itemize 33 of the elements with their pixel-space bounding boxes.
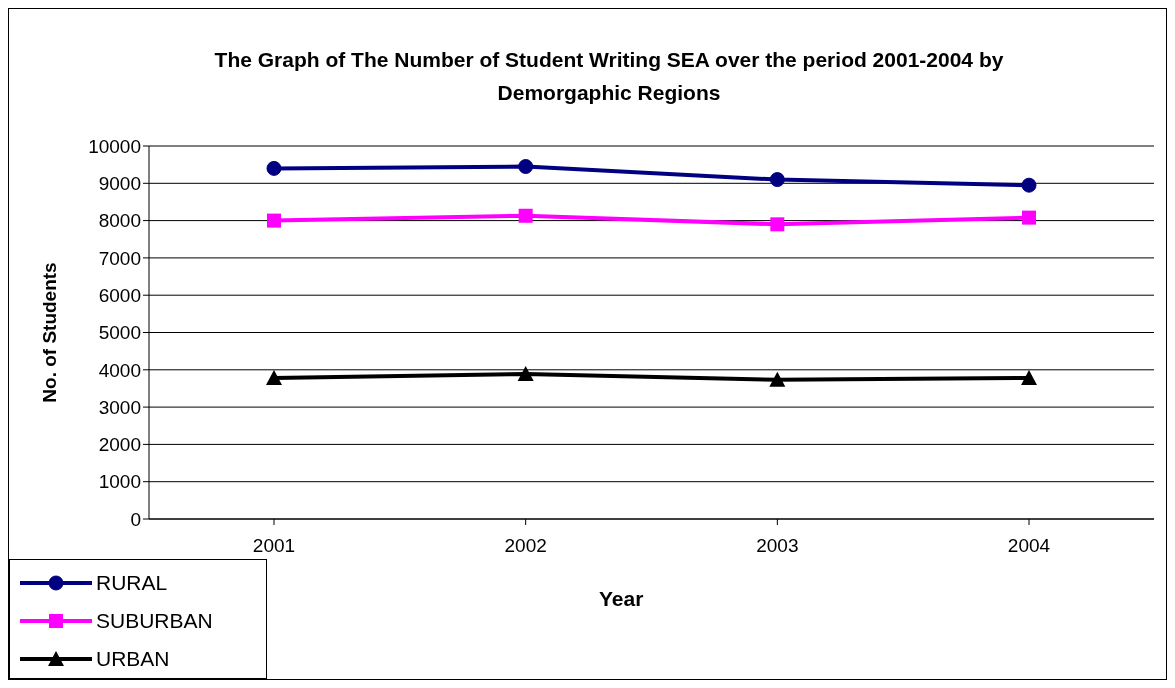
y-tick-label: 3000 xyxy=(98,396,141,418)
point xyxy=(770,217,785,232)
y-tick-label: 5000 xyxy=(98,322,141,344)
y-tick-label: 4000 xyxy=(98,359,141,381)
x-axis-title: Year xyxy=(599,587,644,611)
point xyxy=(266,370,282,386)
point xyxy=(518,208,533,223)
point xyxy=(267,213,281,228)
y-tick-label: 1000 xyxy=(98,471,141,493)
point xyxy=(769,172,785,188)
x-tick-label: 2004 xyxy=(1007,535,1051,557)
point xyxy=(1022,210,1036,225)
y-tick-label: 7000 xyxy=(98,247,141,269)
point xyxy=(517,365,534,381)
y-axis-title: No. of Students xyxy=(38,262,60,403)
point xyxy=(1021,370,1037,386)
y-tick-label: 8000 xyxy=(98,210,141,232)
y-tick-label: 6000 xyxy=(98,284,141,306)
point xyxy=(266,160,282,176)
y-tick-label: 9000 xyxy=(98,173,141,195)
y-tick-label: 0 xyxy=(130,508,141,530)
y-tick-label: 2000 xyxy=(98,434,141,456)
y-tick-label: 10000 xyxy=(88,135,141,157)
x-tick-label: 2003 xyxy=(756,535,799,557)
point xyxy=(769,371,786,387)
x-tick-label: 2002 xyxy=(504,535,547,557)
point xyxy=(518,159,534,175)
point xyxy=(1021,177,1037,193)
legend-label: SUBURBAN xyxy=(96,609,213,633)
legend-label: URBAN xyxy=(96,647,170,671)
chart-title: The Graph of The Number of Student Writing SEA over the period 2001-2004 by Demorgaphic Regions xyxy=(213,47,1005,106)
legend-label: RURAL xyxy=(96,571,168,595)
x-tick-label: 2001 xyxy=(252,535,296,557)
